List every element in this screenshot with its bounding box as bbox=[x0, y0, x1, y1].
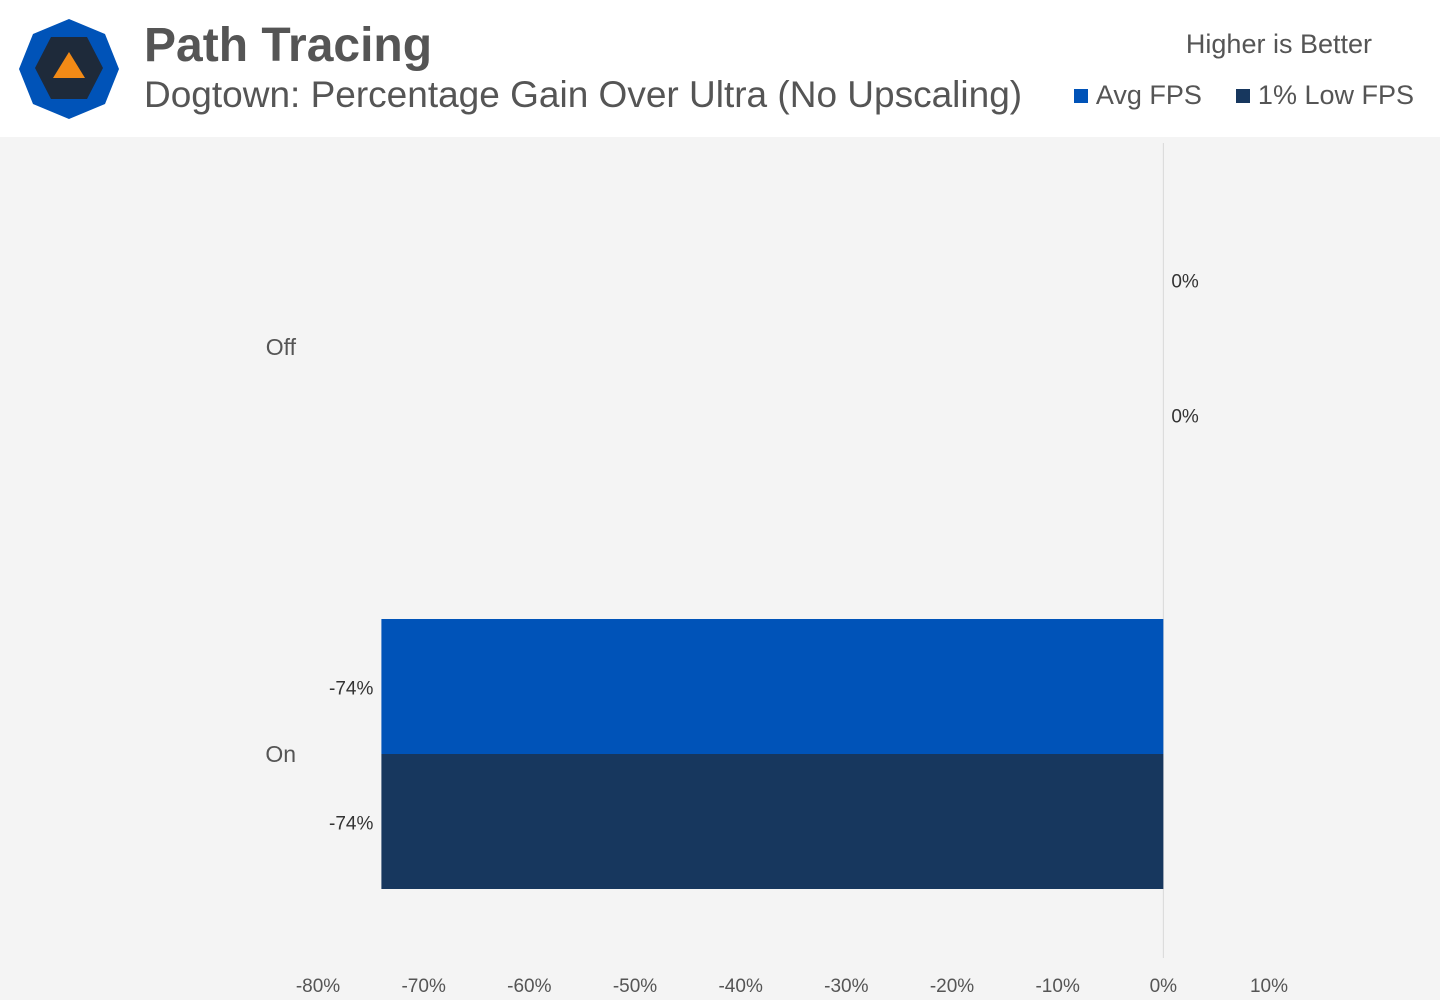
x-tick-label: -30% bbox=[824, 976, 868, 997]
x-tick-label: -40% bbox=[718, 976, 762, 997]
x-tick-label: 10% bbox=[1250, 976, 1288, 997]
x-tick-label: -20% bbox=[930, 976, 974, 997]
x-tick-label: 0% bbox=[1150, 976, 1178, 997]
higher-is-better-note: Higher is Better bbox=[1185, 29, 1372, 59]
logo-triangle bbox=[53, 52, 85, 78]
bar-chart: -80% -70% -60% -50% -40% -30% -20% -10% 0% 10% Off… bbox=[265, 143, 1288, 997]
legend-item-avg-fps: Avg FPS bbox=[1073, 80, 1202, 111]
bar bbox=[381, 619, 1164, 754]
bar-value-label: 0% bbox=[1171, 407, 1199, 428]
bar-value-label: -74% bbox=[329, 814, 373, 835]
category-label: On bbox=[265, 741, 296, 767]
x-tick-label: -80% bbox=[296, 976, 340, 997]
bar-value-label: -74% bbox=[329, 679, 373, 700]
hexagon-triangle-logo-icon bbox=[19, 19, 119, 119]
legend-swatch-avg-fps bbox=[1073, 88, 1088, 103]
chart-subtitle: Dogtown: Percentage Gain Over Ultra (No … bbox=[144, 74, 1023, 115]
bar-value-label: 0% bbox=[1171, 272, 1199, 293]
x-tick-label: -60% bbox=[507, 976, 551, 997]
bar bbox=[381, 754, 1164, 889]
chart-header: Path Tracing Dogtown: Percentage Gain Ov… bbox=[0, 0, 1440, 137]
legend-label-1pct-low-fps: 1% Low FPS bbox=[1257, 80, 1414, 110]
x-tick-label: -70% bbox=[401, 976, 445, 997]
x-tick-label: -10% bbox=[1035, 976, 1079, 997]
category-label: Off bbox=[266, 334, 297, 360]
chart-legend: Avg FPS 1% Low FPS bbox=[1073, 80, 1414, 111]
chart-title: Path Tracing bbox=[144, 19, 433, 72]
x-tick-label: -50% bbox=[613, 976, 657, 997]
legend-item-1pct-low-fps: 1% Low FPS bbox=[1235, 80, 1414, 111]
legend-swatch-1pct-low-fps bbox=[1235, 88, 1250, 103]
legend-label-avg-fps: Avg FPS bbox=[1095, 80, 1202, 110]
